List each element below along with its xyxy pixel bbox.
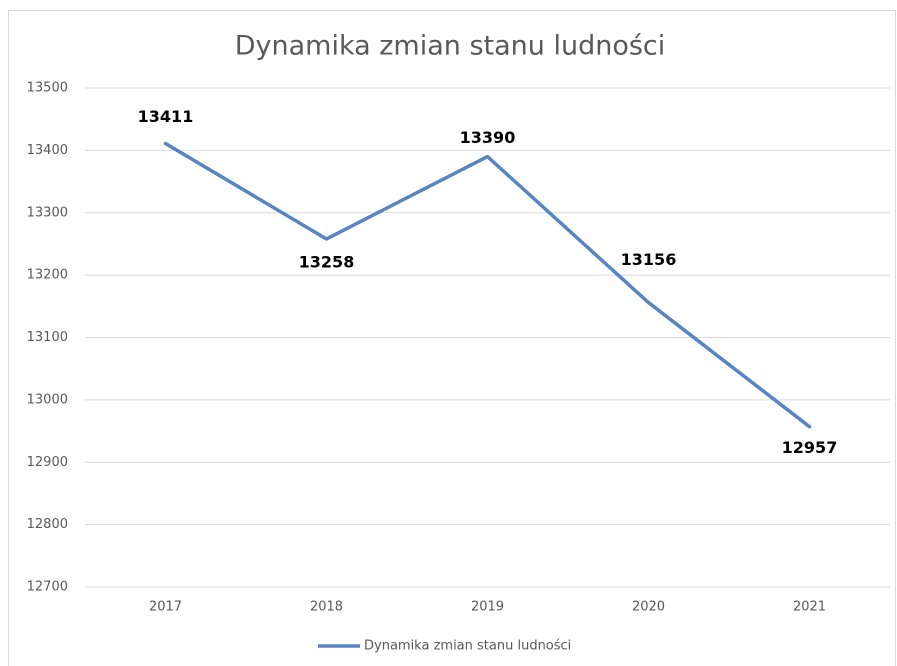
line <box>163 141 812 429</box>
x-tick-label: 2019 <box>471 600 504 615</box>
y-tick-label: 13200 <box>27 268 68 283</box>
x-tick-label: 2018 <box>310 600 343 615</box>
y-tick-label: 13400 <box>27 143 68 158</box>
y-tick-label: 13000 <box>27 392 68 407</box>
data-label: 13258 <box>299 252 355 271</box>
x-tick-label: 2021 <box>793 600 826 615</box>
y-tick-label: 12800 <box>27 517 68 532</box>
y-tick-label: 13300 <box>27 205 68 220</box>
data-label: 13411 <box>138 107 194 126</box>
y-tick-label: 13500 <box>27 81 68 96</box>
legend-label: Dynamika zmian stanu ludności <box>364 639 571 654</box>
x-tick-label: 2017 <box>149 600 182 615</box>
data-label: 12957 <box>782 438 838 457</box>
chart-frame <box>8 10 896 666</box>
y-tick-label: 12700 <box>27 580 68 595</box>
x-tick-label: 2020 <box>632 600 665 615</box>
data-label: 13156 <box>621 250 677 269</box>
chart-title: Dynamika zmian stanu ludności <box>235 31 666 62</box>
y-tick-label: 13100 <box>27 330 68 345</box>
data-label: 13390 <box>460 128 516 147</box>
y-tick-label: 12900 <box>27 455 68 470</box>
